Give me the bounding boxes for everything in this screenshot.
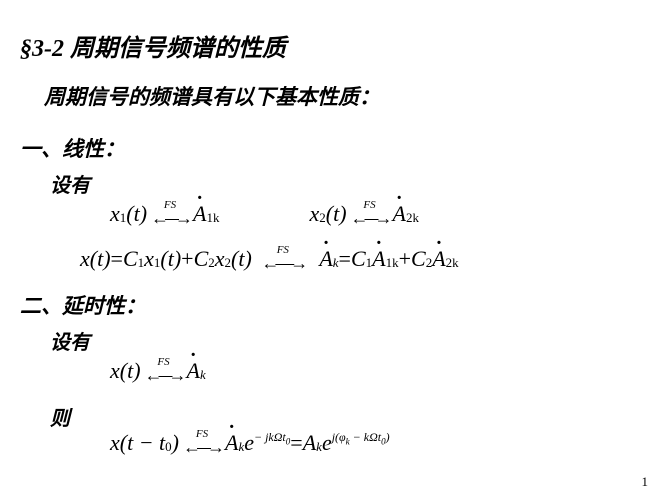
section-2-heading: 二、延时性： (20, 290, 648, 320)
page-title: §3-2 周期信号频谱的性质 (20, 28, 648, 63)
eq-x2-fs-a2k: x2(t) FS←⎯⎯→ A2k (309, 200, 418, 227)
eq-time-shift: x(t − t0) FS←⎯⎯→ Ak e− jkΩt0 = Ak ej(φk … (110, 429, 390, 456)
section-2-then: 则 (50, 402, 648, 431)
math-row-3: x(t) FS←⎯⎯→ Ak (110, 357, 648, 384)
eq-x1-fs-a1k: x1(t) FS←⎯⎯→ A1k (110, 200, 219, 227)
section-1-heading: 一、线性： (20, 133, 648, 163)
math-row-1: x1(t) FS←⎯⎯→ A1k x2(t) FS←⎯⎯→ A2k (110, 200, 648, 227)
math-row-2: x(t) = C1 x1(t) + C2 x2(t) FS←⎯⎯⎯→ Ak = … (80, 245, 648, 272)
eq-xt-fs-ak: x(t) FS←⎯⎯→ Ak (110, 357, 206, 384)
page-number: 1 (642, 474, 649, 490)
intro-text: 周期信号的频谱具有以下基本性质： (44, 81, 648, 111)
eq-linearity: x(t) = C1 x1(t) + C2 x2(t) FS←⎯⎯⎯→ Ak = … (80, 245, 459, 272)
math-row-4: x(t − t0) FS←⎯⎯→ Ak e− jkΩt0 = Ak ej(φk … (110, 429, 648, 456)
section-2-given: 设有 (50, 326, 648, 355)
section-1-given: 设有 (50, 169, 648, 198)
